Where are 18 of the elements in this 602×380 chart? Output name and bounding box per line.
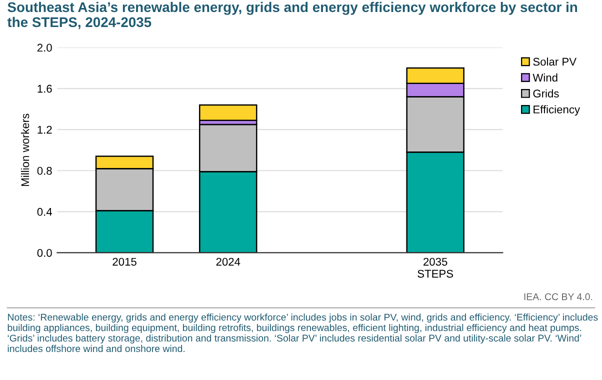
- y-axis-title: Million workers: [20, 114, 30, 186]
- legend-label: Solar PV: [533, 58, 576, 66]
- text: IEA. CC BY 4.0.: [524, 293, 592, 300]
- bar: [199, 104, 258, 121]
- legend-label: Efficiency: [534, 105, 580, 116]
- x-tick-label: 2035 STEPS: [418, 258, 454, 278]
- y-tick-label: 2.0: [37, 44, 52, 52]
- y-tick-label: 0.4: [37, 208, 52, 216]
- y-tick-label: 1.6: [38, 84, 52, 93]
- legend-label: Grids: [533, 89, 559, 98]
- x-tick-label: 2024: [216, 258, 240, 266]
- legend-label: Wind: [532, 73, 558, 82]
- y-tick-label: 0.0: [37, 248, 52, 257]
- chart-title: Southeast Asia’s renewable energy, grids and energy efficiency workforce by sector in the STEPS, 2024-2035: [7, 2, 578, 30]
- text: Notes: ‘Renewable energy, grids and energy efficiency workforce’ includes jobs in solar PV, wind, grids and efficiency. ‘Efficiency’ includes building appliances, building equipment, building retrofits, buildings renewables, efficient lighting, industrial efficiency and heat pumps. ‘Grids’ includes battery storage, distribution and transmission. ‘Solar PV’ includes residential solar PV and utility-scale solar PV. ‘Wind’ includes offshore wind and onshore wind.: [8, 314, 598, 352]
- x-tick-label: 2015: [112, 258, 136, 266]
- y-tick-label: 0.8: [37, 166, 52, 175]
- y-tick-label: 1.2: [38, 126, 52, 134]
